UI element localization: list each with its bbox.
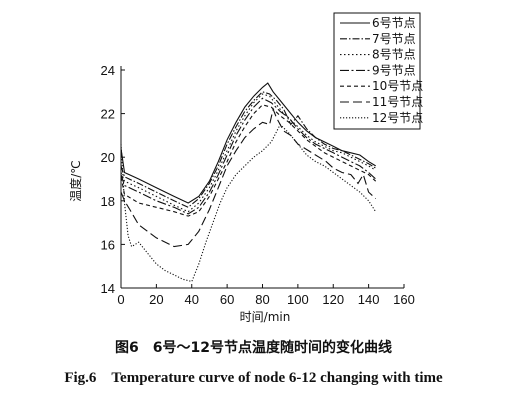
legend-label: 12号节点 bbox=[372, 111, 423, 125]
series-line-9 bbox=[120, 97, 377, 215]
x-tick-label: 0 bbox=[117, 292, 124, 307]
y-tick-label: 16 bbox=[101, 237, 115, 252]
x-tick-label: 120 bbox=[322, 292, 344, 307]
y-tick-label: 14 bbox=[101, 281, 115, 296]
series-line-8 bbox=[120, 93, 376, 213]
x-tick-label: 100 bbox=[287, 292, 309, 307]
legend-label: 7号节点 bbox=[372, 32, 416, 46]
y-tick-label: 20 bbox=[101, 150, 115, 165]
ticks: 0 20 40 60 80 100 120 140 160 14 16 18 20 22 24 bbox=[101, 63, 415, 307]
legend-label: 8号节点 bbox=[372, 48, 416, 62]
x-tick-label: 20 bbox=[149, 292, 163, 307]
x-tick-label: 160 bbox=[393, 292, 415, 307]
series-line-6 bbox=[120, 82, 376, 204]
legend-label: 9号节点 bbox=[372, 63, 416, 77]
series-line-10 bbox=[120, 104, 377, 217]
plot-lines bbox=[120, 82, 377, 283]
legend-box bbox=[333, 12, 421, 130]
x-axis-title: 时间/min bbox=[240, 310, 291, 324]
figure-caption-english: Fig.6 Temperature curve of node 6-12 cha… bbox=[64, 370, 443, 386]
x-tick-label: 60 bbox=[220, 292, 234, 307]
series-line-7 bbox=[120, 91, 376, 208]
x-tick-label: 140 bbox=[358, 292, 380, 307]
legend-label: 10号节点 bbox=[372, 79, 423, 93]
temperature-line-chart: 0 20 40 60 80 100 120 140 160 14 16 18 20 22 24 温度/℃ 时… bbox=[68, 12, 423, 324]
legend-label: 11号节点 bbox=[372, 95, 423, 109]
x-tick-label: 40 bbox=[185, 292, 199, 307]
y-tick-label: 18 bbox=[101, 194, 115, 209]
figure-caption-chinese: 图6 6号～12号节点温度随时间的变化曲线 bbox=[115, 340, 392, 356]
legend-label: 6号节点 bbox=[372, 16, 416, 30]
x-tick-label: 80 bbox=[255, 292, 269, 307]
y-tick-label: 24 bbox=[101, 63, 115, 78]
y-tick-label: 22 bbox=[101, 107, 115, 122]
series-line-11 bbox=[120, 107, 377, 248]
y-axis-title: 温度/℃ bbox=[68, 160, 83, 202]
